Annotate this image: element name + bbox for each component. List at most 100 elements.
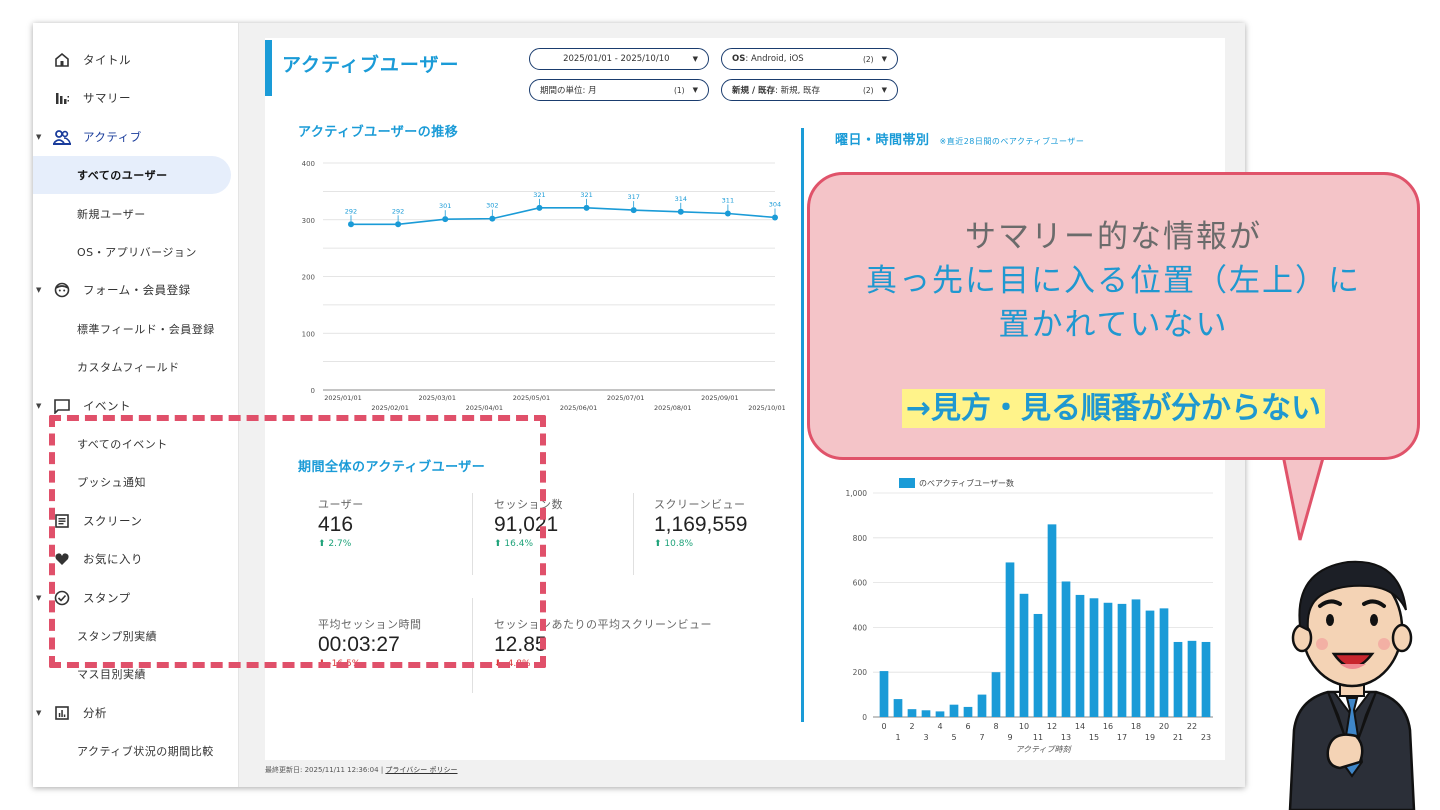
kpi-screenviews: スクリーンビュー 1,169,559 ⬆ 10.8% <box>654 496 747 549</box>
last-updated: 最終更新日: 2025/11/11 12:36:04 <box>265 766 379 774</box>
sidebar-item-label: アクティブ <box>83 129 142 144</box>
sidebar-item[interactable]: ▼ スタンプ <box>33 579 231 617</box>
kpi-users: ユーザー 416 ⬆ 2.7% <box>318 496 364 549</box>
sidebar-item-label: すべてのイベント <box>77 438 168 451</box>
x-tick-label: 18 <box>1131 722 1141 731</box>
bar <box>1089 598 1099 717</box>
data-point <box>772 214 778 221</box>
sidebar-item-label: 新規ユーザー <box>77 207 146 221</box>
os-filter-count: (2) <box>862 54 874 64</box>
data-point <box>536 204 543 211</box>
bar <box>1173 641 1183 717</box>
x-tick-label: 16 <box>1103 722 1113 731</box>
bar <box>991 672 1001 717</box>
hourly-bar-chart: のべアクティブユーザー数02004006008001,0000123456789… <box>846 478 1213 753</box>
kpi-divider <box>633 493 634 575</box>
legend-swatch <box>899 478 915 488</box>
chevron-down-icon: ▼ <box>692 55 698 63</box>
x-tick-label: 2025/03/01 <box>418 394 455 402</box>
weekday-note: ※直近28日間のベアクティブユーザー <box>939 137 1085 146</box>
kpi-delta-value: 16.4% <box>504 539 534 549</box>
sidebar-item[interactable]: ▼ アクティブ <box>33 118 231 156</box>
summary-highlight-box <box>49 415 546 668</box>
sidebar-item[interactable]: ▼ イベント <box>33 387 231 425</box>
sidebar-item[interactable]: プッシュ通知 <box>33 463 231 501</box>
sidebar-item[interactable]: ▼ 分析 <box>33 694 231 732</box>
sidebar-item-label: OS・アプリバージョン <box>77 246 197 259</box>
sidebar-item-label: スクリーン <box>83 513 143 528</box>
title-accent-bar <box>265 40 272 96</box>
x-tick-label: 17 <box>1117 733 1127 742</box>
document-icon <box>51 512 73 530</box>
arrow-up-icon: ⬆ <box>494 539 502 549</box>
data-label: 321 <box>580 191 592 199</box>
chevron-down-icon: ▼ <box>881 86 887 94</box>
sidebar-item[interactable]: スクリーン <box>33 502 231 540</box>
period-filter-label: 期間の単位 <box>540 86 583 96</box>
x-tick-label: 2025/04/01 <box>466 404 503 412</box>
data-label: 321 <box>533 191 545 199</box>
summary-title: 期間全体のアクティブユーザー <box>298 460 486 475</box>
analytics-icon <box>51 704 73 722</box>
kpi-label: 平均セッション時間 <box>318 618 422 631</box>
x-tick-label: 2025/06/01 <box>560 404 597 412</box>
sidebar-item[interactable]: マス目別実績 <box>33 655 231 693</box>
kpi-value: 1,169,559 <box>654 513 748 536</box>
bar <box>879 671 889 717</box>
new-existing-filter[interactable]: 新規 / 既存: 新規, 既存 (2) ▼ <box>721 79 898 101</box>
x-tick-label: 9 <box>1007 733 1012 742</box>
sidebar-item[interactable]: スタンプ別実績 <box>33 617 231 655</box>
footer-separator: | <box>380 766 384 774</box>
data-label: 302 <box>486 202 498 210</box>
y-tick-label: 200 <box>302 274 315 282</box>
sidebar-item-label: フォーム・会員登録 <box>83 283 191 298</box>
sidebar-item[interactable]: 標準フィールド・会員登録 <box>33 310 231 348</box>
data-point <box>724 210 731 217</box>
sidebar-item-label: サマリー <box>83 91 131 106</box>
kpi-delta-value: 10.8% <box>664 539 694 549</box>
bar <box>935 711 945 717</box>
caret-down-icon[interactable]: ▼ <box>36 401 42 410</box>
caret-down-icon[interactable]: ▼ <box>36 593 42 602</box>
x-tick-label: 5 <box>951 733 956 742</box>
x-tick-label: 2 <box>909 722 914 731</box>
comment-icon <box>51 397 73 415</box>
data-label: 311 <box>722 197 734 205</box>
caret-down-icon[interactable]: ▼ <box>36 132 42 141</box>
sidebar-item-label: アクティブ状況の期間比較 <box>77 745 214 759</box>
os-filter[interactable]: OS: Android, iOS (2) ▼ <box>721 48 898 70</box>
caret-down-icon[interactable]: ▼ <box>36 286 42 295</box>
x-tick-label: 19 <box>1145 733 1155 742</box>
sidebar-item[interactable]: すべてのユーザー <box>33 156 231 195</box>
x-tick-label: 1 <box>895 733 900 742</box>
x-tick-label: 21 <box>1173 733 1183 742</box>
sidebar-item[interactable]: お気に入り <box>33 540 231 578</box>
sidebar-item[interactable]: OS・アプリバージョン <box>33 233 231 271</box>
bar <box>893 699 903 717</box>
caret-down-icon[interactable]: ▼ <box>36 708 42 717</box>
privacy-link[interactable]: プライバシー ポリシー <box>385 766 458 774</box>
sidebar-item[interactable]: サマリー <box>33 79 231 117</box>
kpi-label: セッションあたりの平均スクリーンビュー <box>494 618 712 631</box>
bar <box>1159 608 1169 717</box>
sidebar-item[interactable]: カスタムフィールド <box>33 348 231 386</box>
sidebar-item[interactable]: ▼ フォーム・会員登録 <box>33 271 231 309</box>
x-tick-label: 2025/07/01 <box>607 394 644 402</box>
x-tick-label: 2025/01/01 <box>324 394 361 402</box>
data-point <box>583 204 590 211</box>
date-range-filter[interactable]: 2025/01/01 - 2025/10/10 ▼ <box>529 48 709 70</box>
period-filter[interactable]: 期間の単位: 月 (1) ▼ <box>529 79 709 101</box>
chevron-down-icon: ▼ <box>692 86 698 94</box>
y-tick-label: 0 <box>862 713 867 722</box>
data-label: 314 <box>675 195 687 203</box>
kpi-value: 416 <box>318 513 354 536</box>
sidebar-item[interactable]: すべてのイベント <box>33 425 231 463</box>
x-axis-label: アクティブ時刻 <box>1015 745 1072 753</box>
sidebar-item[interactable]: タイトル <box>33 41 231 79</box>
sidebar-item[interactable]: 新規ユーザー <box>33 195 231 233</box>
kpi-value: 12.85 <box>494 633 547 656</box>
sidebar-item[interactable]: アクティブ状況の期間比較 <box>33 732 231 770</box>
face-icon <box>51 281 73 299</box>
data-point <box>395 221 402 228</box>
y-tick-label: 100 <box>302 330 315 338</box>
